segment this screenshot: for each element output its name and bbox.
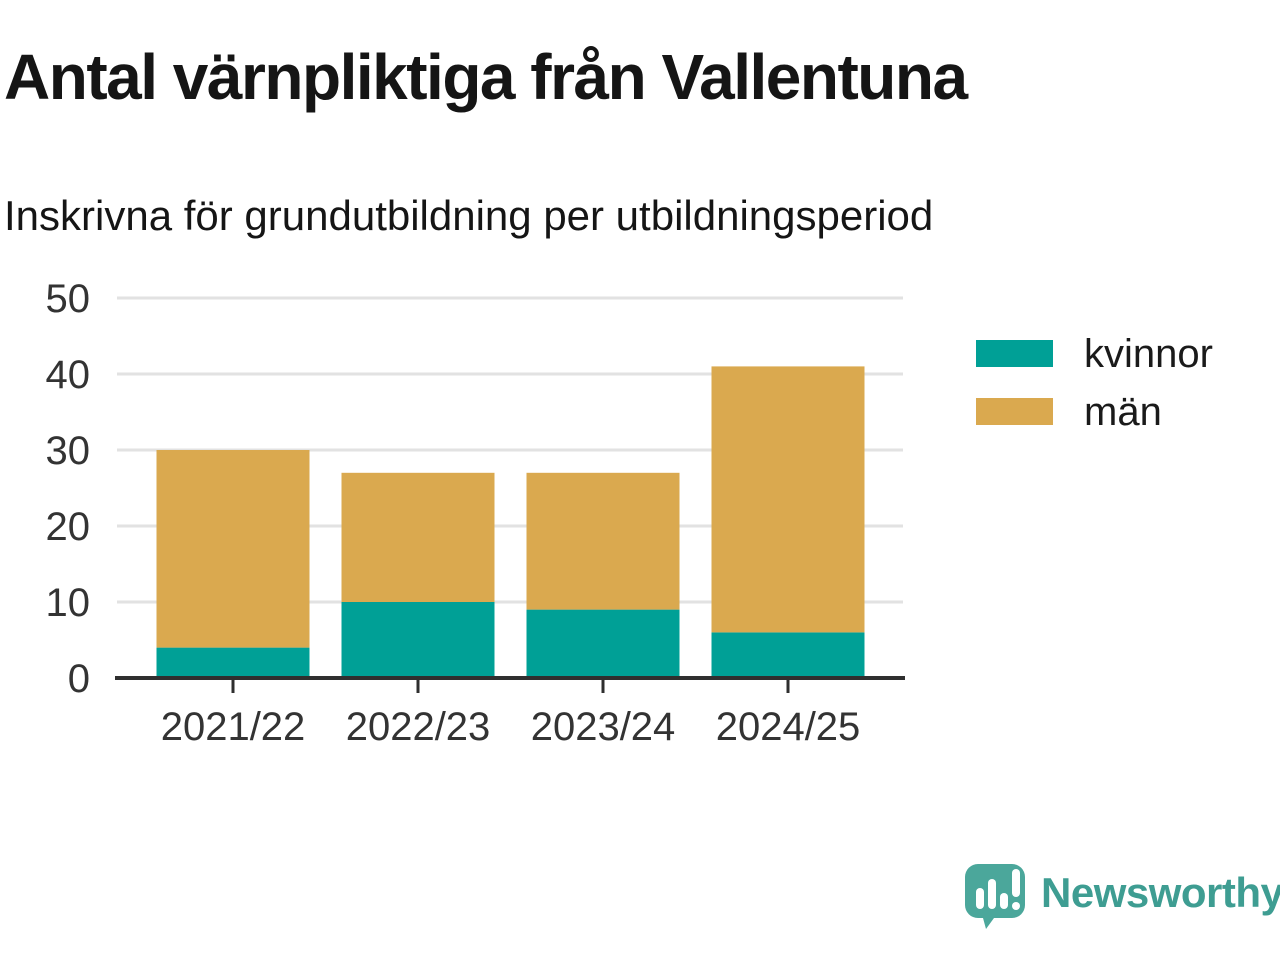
x-axis-category-label: 2022/23 xyxy=(346,705,491,749)
x-axis-tick xyxy=(231,680,235,693)
x-axis-tick xyxy=(416,680,420,693)
y-axis-tick-label: 20 xyxy=(46,505,91,549)
y-axis-tick-label: 30 xyxy=(46,429,91,473)
y-axis-tick-label: 40 xyxy=(46,353,91,397)
x-axis-tick xyxy=(786,680,790,693)
legend-swatch-kvinnor xyxy=(976,340,1053,367)
legend-swatch-man xyxy=(976,398,1053,425)
legend-label-kvinnor: kvinnor xyxy=(1084,331,1213,376)
bar-segment-kvinnor xyxy=(711,632,865,678)
x-axis-tick xyxy=(601,680,605,693)
chart-title: Antal värnpliktiga från Vallentuna xyxy=(4,41,968,113)
bar-segment-kvinnor xyxy=(341,602,495,678)
brand-footer: Newsworthy xyxy=(962,856,1280,930)
y-axis-tick-label: 0 xyxy=(68,657,90,701)
bar-segment-man xyxy=(156,450,310,648)
bar-segment-man xyxy=(711,366,865,633)
bar-segment-man xyxy=(341,472,495,602)
legend-item-kvinnor: kvinnor xyxy=(976,333,1213,374)
x-axis-line xyxy=(115,676,905,680)
legend-label-man: män xyxy=(1084,389,1162,434)
legend-item-man: män xyxy=(976,391,1213,432)
brand-name: Newsworthy xyxy=(1041,869,1280,916)
chart-subtitle: Inskrivna för grundutbildning per utbild… xyxy=(4,192,934,239)
x-axis-category-label: 2023/24 xyxy=(531,705,676,749)
newsworthy-logo-icon xyxy=(965,864,1025,929)
bar-segment-kvinnor xyxy=(526,609,680,678)
y-axis-tick-label: 10 xyxy=(46,581,91,625)
bar-segment-kvinnor xyxy=(156,647,310,678)
x-axis-category-label: 2021/22 xyxy=(161,705,306,749)
x-axis-category-label: 2024/25 xyxy=(716,705,861,749)
chart-legend: kvinnor män xyxy=(976,333,1213,432)
y-axis-tick-label: 50 xyxy=(46,277,91,321)
bar-segment-man xyxy=(526,472,680,610)
